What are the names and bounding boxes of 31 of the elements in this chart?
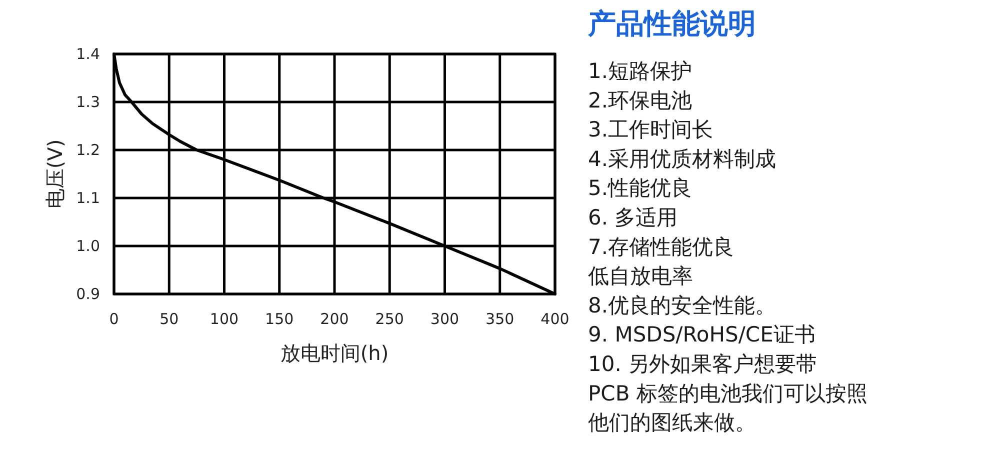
y-tick-label: 1.4	[76, 45, 100, 63]
text: 2.环保电池	[588, 88, 692, 112]
text: 产品性能说明	[587, 7, 756, 40]
y-axis-title: 电压(V)	[43, 139, 67, 209]
y-tick-label: 0.9	[76, 285, 100, 303]
text: 他们的图纸来做。	[588, 410, 756, 435]
x-tick-label: 250	[375, 310, 404, 328]
text: PCB 标签的电池我们可以按照	[588, 381, 868, 406]
x-tick-label: 50	[160, 310, 179, 328]
x-tick-label: 300	[430, 310, 460, 328]
y-tick-label: 1.0	[76, 237, 100, 255]
text: 5.性能优良	[588, 176, 692, 200]
text: 8.优良的安全性能。	[588, 293, 776, 318]
y-tick-label: 1.2	[76, 141, 100, 159]
text: 7.存储性能优良	[588, 234, 734, 259]
text: 3.工作时间长	[588, 118, 714, 142]
x-tick-label: 150	[265, 310, 294, 328]
x-tick-label: 100	[210, 310, 239, 328]
text: 6. 多适用	[588, 206, 678, 230]
text: 10. 另外如果客户想要带	[588, 352, 818, 376]
text: 9. MSDS/RoHS/CE证书	[588, 322, 816, 347]
text: 低自放电率	[588, 264, 693, 288]
text: 1.短路保护	[588, 59, 692, 83]
y-tick-label: 1.3	[76, 93, 100, 111]
x-tick-label: 200	[320, 310, 349, 328]
text: 4.采用优质材料制成	[588, 146, 776, 171]
y-tick-label: 1.1	[76, 189, 100, 207]
x-tick-label: 400	[540, 310, 570, 328]
x-axis-title: 放电时间(h)	[280, 341, 389, 365]
x-tick-label: 350	[486, 310, 514, 328]
x-tick-label: 0	[109, 310, 119, 328]
